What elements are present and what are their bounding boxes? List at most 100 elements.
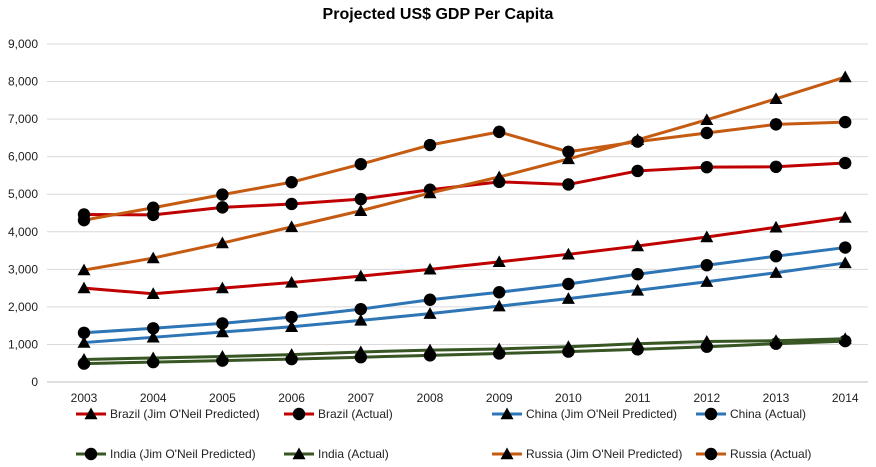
data-point-china-actual — [700, 259, 713, 272]
data-point-brazil-jim-o-neil-predicted — [492, 255, 506, 268]
data-point-india-actual — [769, 334, 783, 346]
y-tick-label: 6,000 — [8, 150, 38, 164]
y-tick-label: 5,000 — [8, 187, 38, 201]
legend-label-china-actual: China (Actual) — [730, 407, 806, 421]
data-point-brazil-jim-o-neil-predicted — [354, 269, 368, 282]
data-point-india-actual — [838, 332, 852, 345]
data-point-china-jim-o-neil-predicted — [769, 266, 783, 278]
data-point-russia-actual — [631, 135, 644, 148]
x-tick-label: 2010 — [555, 391, 582, 405]
data-point-china-actual — [285, 310, 298, 324]
data-point-india-actual — [215, 349, 229, 362]
data-point-china-jim-o-neil-predicted — [423, 307, 437, 319]
data-point-china-actual — [839, 241, 852, 254]
data-point-india-actual — [146, 351, 160, 364]
data-point-china-actual — [354, 302, 367, 316]
series-line-china-jim-o-neil-predicted — [83, 261, 846, 345]
data-point-china-jim-o-neil-predicted — [77, 336, 91, 348]
legend-label-russia-actual: Russia (Actual) — [730, 447, 811, 461]
data-point-china-jim-o-neil-predicted — [215, 325, 229, 338]
data-point-russia-actual — [839, 115, 852, 129]
legend-marker-china-jim-o-neil-predicted — [500, 407, 514, 420]
chart-title: Projected US$ GDP Per Capita — [322, 6, 554, 23]
data-point-russia-jim-o-neil-predicted — [838, 70, 852, 83]
data-point-brazil-actual — [631, 164, 644, 178]
data-point-brazil-jim-o-neil-predicted — [285, 275, 299, 288]
data-point-india-actual — [631, 337, 645, 349]
data-point-brazil-jim-o-neil-predicted — [700, 230, 714, 243]
data-point-brazil-actual — [769, 160, 783, 174]
y-tick-label: 3,000 — [8, 262, 38, 276]
data-point-brazil-jim-o-neil-predicted — [423, 262, 437, 275]
data-point-russia-actual — [285, 176, 298, 189]
data-point-brazil-actual — [700, 160, 713, 174]
legend-marker-russia-jim-o-neil-predicted — [500, 447, 514, 460]
data-point-china-actual — [216, 317, 229, 330]
data-point-russia-actual — [354, 157, 367, 171]
x-tick-label: 2011 — [625, 391, 651, 405]
data-point-india-actual — [423, 343, 437, 356]
legend-marker-china-actual — [704, 407, 718, 421]
legend-marker-russia-actual — [704, 447, 718, 461]
x-tick-label: 2003 — [71, 391, 98, 405]
data-point-india-actual — [700, 334, 714, 347]
data-point-russia-jim-o-neil-predicted — [354, 204, 368, 216]
legend-marker-brazil-actual — [292, 407, 306, 421]
legend-label-brazil-jim-o-neil-predicted: Brazil (Jim O'Neil Predicted) — [110, 407, 260, 421]
data-point-brazil-actual — [354, 192, 367, 206]
x-tick-label: 2007 — [347, 391, 374, 405]
y-tick-label: 9,000 — [8, 37, 38, 51]
data-point-russia-jim-o-neil-predicted — [423, 186, 437, 199]
x-tick-label: 2005 — [209, 391, 236, 405]
data-point-india-actual — [492, 342, 506, 355]
legend-label-india-actual: India (Actual) — [318, 447, 389, 461]
data-point-russia-actual — [147, 201, 160, 214]
x-tick-label: 2004 — [140, 391, 167, 405]
data-point-brazil-actual — [562, 178, 575, 191]
legend-marker-india-actual — [292, 447, 306, 460]
data-point-russia-actual — [216, 188, 229, 201]
data-point-russia-jim-o-neil-predicted — [77, 263, 91, 276]
series-line-brazil-actual — [83, 161, 846, 217]
legend-label-china-jim-o-neil-predicted: China (Jim O'Neil Predicted) — [526, 407, 677, 421]
data-point-brazil-jim-o-neil-predicted — [838, 211, 852, 223]
data-point-russia-actual — [700, 126, 713, 140]
data-point-china-actual — [147, 322, 160, 335]
series-line-brazil-jim-o-neil-predicted — [83, 216, 846, 296]
data-point-russia-jim-o-neil-predicted — [285, 220, 299, 233]
series-line-india-jim-o-neil-predicted — [83, 339, 846, 366]
data-point-china-jim-o-neil-predicted — [354, 313, 368, 326]
series-line-russia-actual — [83, 120, 846, 222]
data-point-brazil-jim-o-neil-predicted — [561, 247, 575, 260]
data-point-china-jim-o-neil-predicted — [561, 292, 575, 304]
data-point-russia-jim-o-neil-predicted — [492, 170, 506, 183]
x-tick-label: 2006 — [278, 391, 305, 405]
data-point-brazil-jim-o-neil-predicted — [146, 287, 160, 299]
y-tick-label: 1,000 — [8, 337, 38, 351]
data-point-russia-jim-o-neil-predicted — [700, 113, 714, 126]
y-tick-label: 4,000 — [8, 225, 38, 239]
legend-label-russia-jim-o-neil-predicted: Russia (Jim O'Neil Predicted) — [526, 447, 682, 461]
legend-label-india-jim-o-neil-predicted: India (Jim O'Neil Predicted) — [110, 447, 256, 461]
x-tick-label: 2013 — [763, 391, 790, 405]
data-point-india-actual — [561, 340, 575, 352]
x-tick-label: 2012 — [693, 391, 720, 405]
data-point-brazil-jim-o-neil-predicted — [631, 239, 645, 252]
data-point-china-jim-o-neil-predicted — [285, 320, 299, 332]
data-point-russia-jim-o-neil-predicted — [769, 92, 783, 105]
data-point-china-actual — [631, 268, 644, 281]
data-point-china-actual — [562, 277, 575, 291]
legend-label-brazil-actual: Brazil (Actual) — [318, 407, 393, 421]
y-tick-label: 2,000 — [8, 300, 38, 314]
data-point-india-actual — [354, 345, 368, 358]
data-point-russia-jim-o-neil-predicted — [561, 152, 575, 165]
data-point-india-actual — [77, 352, 91, 365]
data-point-russia-actual — [77, 213, 91, 227]
data-point-brazil-actual — [285, 197, 298, 211]
data-point-china-jim-o-neil-predicted — [631, 283, 645, 296]
data-point-china-actual — [77, 326, 91, 340]
data-point-russia-actual — [769, 118, 783, 131]
data-point-india-actual — [285, 348, 299, 360]
